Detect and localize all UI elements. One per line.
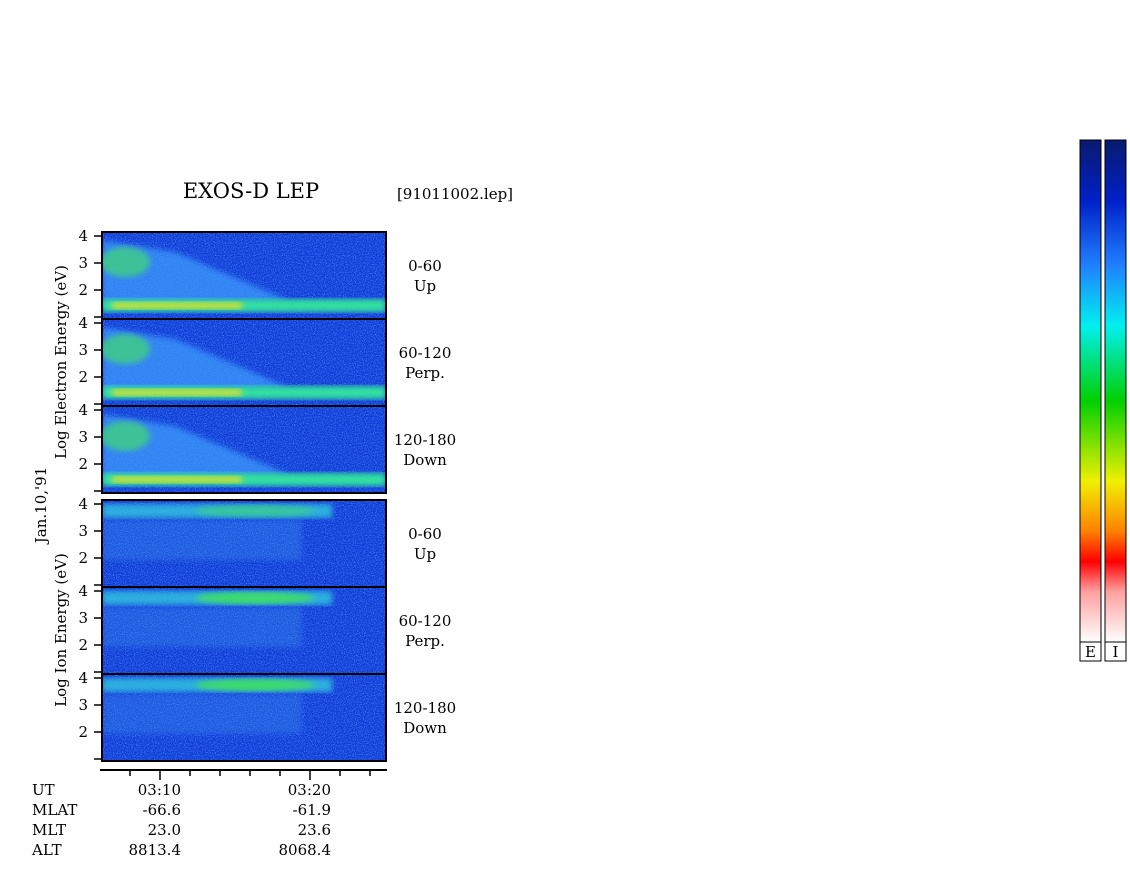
ephemeris-value: 03:10 [138, 781, 181, 799]
flux-wedge [102, 414, 290, 481]
angle-label: 60-120 [399, 612, 452, 630]
x-ticks [129, 770, 371, 780]
flux-blob [102, 247, 150, 277]
y-tick-label: 3 [78, 696, 88, 714]
angle-label: 120-180 [394, 699, 456, 717]
flux-blob [102, 421, 150, 451]
y-tick-label: 4 [78, 495, 88, 513]
flux-haze [102, 520, 302, 560]
angle-label: 120-180 [394, 431, 456, 449]
direction-label: Down [403, 451, 447, 469]
spectrogram [102, 674, 386, 761]
flux-core [195, 592, 315, 604]
flux-core [195, 505, 315, 517]
colorbar-label: I [1113, 643, 1119, 661]
ephemeris-value: -66.6 [143, 801, 181, 819]
y-tick-label: 2 [78, 636, 88, 654]
flux-haze [102, 694, 302, 734]
ephemeris-value: -61.9 [293, 801, 331, 819]
y-tick-label: 3 [78, 522, 88, 540]
title: EXOS-D LEP [183, 179, 319, 203]
y-tick-label: 4 [78, 227, 88, 245]
panel-frame [101, 673, 387, 762]
ephemeris-value: 23.0 [148, 821, 181, 839]
angle-label: 0-60 [408, 525, 442, 543]
y-tick-label: 3 [78, 254, 88, 272]
spectrograms: Log Electron Energy (eV) 2 3 4 0-60 Up 2 3 4 60-1… [52, 227, 456, 762]
panel-frame [101, 405, 387, 494]
flux-wedge [102, 327, 290, 394]
y-axis-label: Log Electron Energy (eV) [52, 265, 70, 459]
ephemeris-label: UT [32, 781, 55, 799]
y-tick-label: 2 [78, 281, 88, 299]
y-tick-label: 2 [78, 723, 88, 741]
date: Jan.10,'91 [32, 467, 50, 545]
colorbar [1104, 139, 1127, 643]
y-tick-label: 2 [78, 368, 88, 386]
spectrogram [102, 500, 386, 587]
colorbar-label-box [1079, 641, 1102, 662]
spectrogram [102, 319, 386, 406]
colorbar [1079, 139, 1102, 643]
direction-label: Down [403, 719, 447, 737]
y-tick-label: 3 [78, 428, 88, 446]
y-tick-label: 2 [78, 549, 88, 567]
direction-label: Up [414, 545, 436, 563]
y-tick-label: 2 [78, 455, 88, 473]
y-tick-label: 3 [78, 341, 88, 359]
colorbar-label: E [1085, 643, 1096, 661]
flux-core [195, 679, 315, 691]
y-tick-label: 4 [78, 669, 88, 687]
spectrogram [102, 406, 386, 493]
spectrogram [102, 587, 386, 674]
y-tick-label: 4 [78, 314, 88, 332]
direction-label: Perp. [405, 632, 445, 650]
direction-label: Up [414, 277, 436, 295]
ephemeris-value: 8813.4 [129, 841, 182, 859]
angle-label: 0-60 [408, 257, 442, 275]
y-tick-label: 4 [78, 582, 88, 600]
y-tick-label: 3 [78, 609, 88, 627]
ephemeris-label: ALT [31, 841, 62, 859]
ephemeris-value: 03:20 [288, 781, 331, 799]
y-tick-label: 4 [78, 401, 88, 419]
file-name: [91011002.lep] [397, 185, 513, 203]
flux-core [112, 389, 242, 396]
flux-wedge [102, 240, 290, 307]
ephemeris-value: 8068.4 [279, 841, 332, 859]
flux-core [112, 302, 242, 309]
flux-blob [102, 334, 150, 364]
ephemeris-label: MLAT [32, 801, 77, 819]
direction-label: Perp. [405, 364, 445, 382]
flux-haze [102, 607, 302, 647]
flux-core [112, 476, 242, 483]
y-axis-label: Log Ion Energy (eV) [52, 553, 70, 707]
ephemeris: UT 03:10 03:20 MLAT -66.6 -61.9 MLT 23.0 23.6 ALT… [31, 781, 331, 859]
ephemeris-label: MLT [32, 821, 66, 839]
spectrogram [102, 232, 386, 319]
ephemeris-value: 23.6 [298, 821, 331, 839]
colorbar-label-box [1104, 641, 1127, 662]
angle-label: 60-120 [399, 344, 452, 362]
